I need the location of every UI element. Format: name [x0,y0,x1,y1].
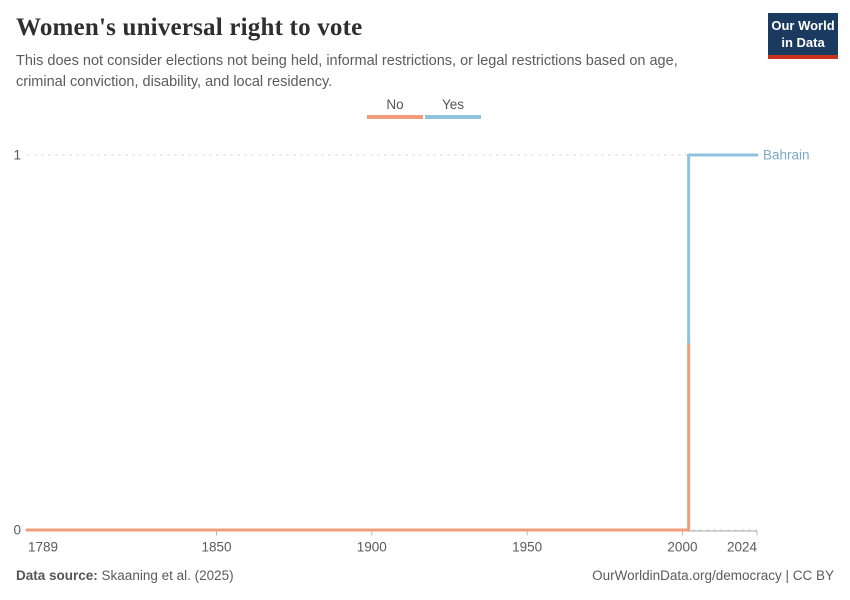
x-tick-label-2000: 2000 [667,540,697,555]
data-source: Data source: Skaaning et al. (2025) [16,568,234,583]
x-tick-label-1950: 1950 [512,540,542,555]
legend-label-no: No [386,97,404,112]
legend-item-no[interactable]: No [367,97,423,119]
data-source-value: Skaaning et al. (2025) [101,568,234,583]
x-tick-label-1789: 1789 [28,540,58,555]
x-tick-label-1850: 1850 [201,540,231,555]
owid-logo-text: Our World in Data [768,13,838,55]
entity-label[interactable]: Bahrain [763,148,810,163]
owid-credit-link[interactable]: OurWorldinData.org/democracy | CC BY [592,568,834,583]
chart-header: Women's universal right to vote This doe… [0,0,850,92]
chart-subtitle: This does not consider elections not bei… [16,53,678,90]
series-line-yes[interactable] [687,153,759,344]
chart-footer: Data source: Skaaning et al. (2025) OurW… [16,568,834,583]
legend-swatch-yes [425,115,481,119]
x-tick-label-2024: 2024 [727,540,758,555]
legend-swatch-no [367,115,423,119]
chart-legend: No Yes [367,97,481,119]
series-line-no[interactable] [25,341,691,532]
y-tick-label-1: 1 [13,148,21,163]
owid-logo-line2: in Data [781,34,825,50]
legend-label-yes: Yes [441,97,465,112]
owid-logo-red-strip [768,55,838,59]
data-source-label: Data source: [16,568,98,583]
owid-logo-line1: Our World [771,18,835,33]
page-title: Women's universal right to vote [16,14,363,41]
legend-item-yes[interactable]: Yes [425,97,481,119]
x-tick-label-1900: 1900 [357,540,387,555]
y-tick-label-0: 0 [13,523,21,538]
owid-logo[interactable]: Our World in Data [768,13,838,59]
